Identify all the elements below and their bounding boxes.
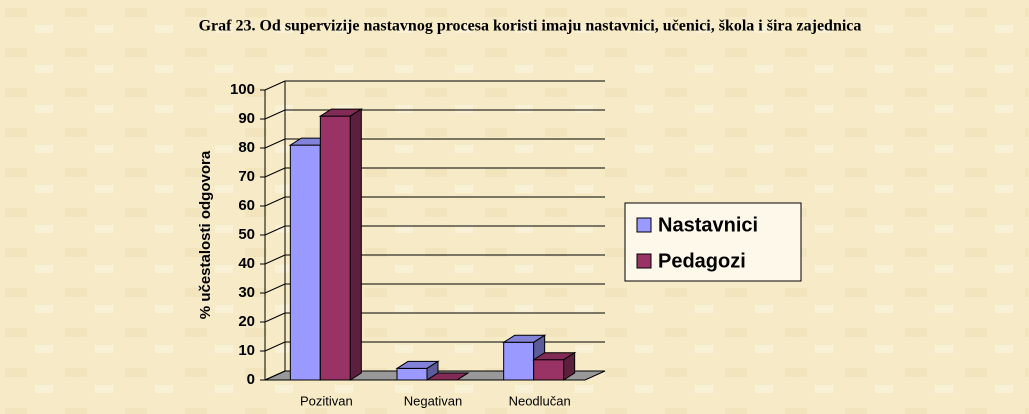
grid-line [264, 80, 286, 91]
bar [319, 115, 351, 381]
chart-title: Graf 23. Od supervizije nastavnog proces… [199, 18, 862, 35]
y-tick-label: 100 [230, 81, 255, 98]
bar-side [563, 351, 576, 381]
x-tick-label: Neodlučan [509, 393, 571, 408]
y-axis-label: % učestalosti odgovora [197, 150, 214, 319]
y-tick-label: 10 [238, 342, 255, 359]
legend-label: Pedagozi [658, 250, 746, 272]
grid-line [264, 225, 286, 236]
y-tick-label: 80 [238, 139, 255, 156]
y-tick-label: 50 [238, 226, 255, 243]
bar [289, 144, 321, 381]
y-tick-label: 20 [238, 313, 255, 330]
y-tick-label: 70 [238, 168, 255, 185]
y-tick-label: 40 [238, 255, 255, 272]
grid-line [264, 341, 286, 352]
bar [533, 359, 565, 381]
legend-swatch [636, 253, 652, 269]
grid-line [264, 370, 286, 381]
legend-label: Nastavnici [658, 214, 758, 236]
grid-line [264, 167, 286, 178]
legend-swatch [636, 217, 652, 233]
legend [624, 202, 802, 282]
grid-line [264, 254, 286, 265]
grid-line [264, 312, 286, 323]
bar-side [456, 372, 469, 381]
bar [396, 367, 428, 381]
y-tick-label: 60 [238, 197, 255, 214]
bar-side [349, 108, 362, 381]
grid-line [264, 138, 286, 149]
grid-line [264, 283, 286, 294]
y-tick-label: 90 [238, 110, 255, 127]
x-tick-label: Pozitivan [300, 393, 353, 408]
grid-line [264, 196, 286, 207]
y-tick-label: 30 [238, 284, 255, 301]
x-tick-label: Negativan [404, 393, 463, 408]
y-tick-label: 0 [247, 371, 255, 388]
bar [503, 341, 535, 381]
grid-line [264, 109, 286, 120]
